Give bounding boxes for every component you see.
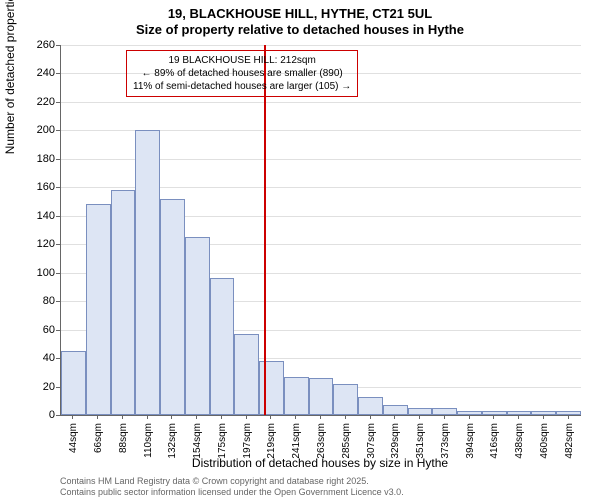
- histogram-bar: [333, 384, 358, 415]
- histogram-bar: [185, 237, 210, 415]
- x-tick-mark: [72, 415, 73, 419]
- reference-line: [264, 45, 266, 415]
- y-tick-label: 240: [15, 67, 55, 79]
- histogram-bar: [284, 377, 309, 415]
- y-tick-label: 200: [15, 124, 55, 136]
- x-tick-mark: [518, 415, 519, 419]
- x-tick-mark: [493, 415, 494, 419]
- histogram-bar: [531, 411, 556, 415]
- y-tick-mark: [56, 415, 60, 416]
- annotation-line2: ← 89% of detached houses are smaller (89…: [133, 67, 351, 80]
- x-tick-mark: [444, 415, 445, 419]
- x-tick-mark: [270, 415, 271, 419]
- x-tick-mark: [295, 415, 296, 419]
- histogram-bar: [259, 361, 284, 415]
- x-tick-mark: [246, 415, 247, 419]
- y-tick-mark: [56, 244, 60, 245]
- histogram-bar: [432, 408, 457, 415]
- y-tick-label: 40: [15, 352, 55, 364]
- gridline: [61, 45, 581, 46]
- y-tick-mark: [56, 73, 60, 74]
- y-tick-label: 160: [15, 181, 55, 193]
- y-tick-label: 140: [15, 210, 55, 222]
- annotation-line3: 11% of semi-detached houses are larger (…: [133, 80, 351, 93]
- histogram-bar: [383, 405, 408, 415]
- chart-title-main: 19, BLACKHOUSE HILL, HYTHE, CT21 5UL: [0, 6, 600, 21]
- x-tick-mark: [568, 415, 569, 419]
- histogram-bar: [358, 397, 383, 416]
- y-tick-label: 100: [15, 267, 55, 279]
- footer-line2: Contains public sector information licen…: [60, 487, 404, 498]
- chart-container: 19, BLACKHOUSE HILL, HYTHE, CT21 5UL Siz…: [0, 0, 600, 500]
- histogram-bar: [86, 204, 111, 415]
- y-tick-label: 20: [15, 381, 55, 393]
- y-tick-label: 60: [15, 324, 55, 336]
- y-tick-label: 120: [15, 238, 55, 250]
- x-tick-mark: [469, 415, 470, 419]
- y-tick-mark: [56, 273, 60, 274]
- y-tick-mark: [56, 301, 60, 302]
- x-tick-mark: [97, 415, 98, 419]
- histogram-bar: [457, 411, 482, 415]
- y-tick-mark: [56, 216, 60, 217]
- x-tick-mark: [419, 415, 420, 419]
- gridline: [61, 102, 581, 103]
- histogram-bar: [135, 130, 160, 415]
- x-tick-mark: [543, 415, 544, 419]
- y-tick-mark: [56, 159, 60, 160]
- histogram-bar: [61, 351, 86, 415]
- histogram-bar: [111, 190, 136, 415]
- x-tick-mark: [370, 415, 371, 419]
- y-tick-label: 0: [15, 409, 55, 421]
- x-tick-mark: [196, 415, 197, 419]
- footer-line1: Contains HM Land Registry data © Crown c…: [60, 476, 404, 487]
- x-tick-mark: [147, 415, 148, 419]
- x-tick-mark: [394, 415, 395, 419]
- y-tick-mark: [56, 45, 60, 46]
- plot-area: 19 BLACKHOUSE HILL: 212sqm ← 89% of deta…: [60, 45, 581, 416]
- y-tick-mark: [56, 358, 60, 359]
- x-tick-mark: [345, 415, 346, 419]
- histogram-bar: [408, 408, 433, 415]
- y-tick-label: 260: [15, 39, 55, 51]
- histogram-bar: [556, 411, 581, 415]
- y-tick-mark: [56, 187, 60, 188]
- histogram-bar: [160, 199, 185, 415]
- chart-title-sub: Size of property relative to detached ho…: [0, 22, 600, 37]
- y-tick-label: 220: [15, 96, 55, 108]
- y-tick-mark: [56, 130, 60, 131]
- y-tick-label: 80: [15, 295, 55, 307]
- histogram-bar: [234, 334, 259, 415]
- y-tick-mark: [56, 387, 60, 388]
- annotation-line1: 19 BLACKHOUSE HILL: 212sqm: [133, 54, 351, 67]
- y-tick-mark: [56, 102, 60, 103]
- x-tick-mark: [171, 415, 172, 419]
- x-tick-mark: [122, 415, 123, 419]
- y-tick-label: 180: [15, 153, 55, 165]
- histogram-bar: [309, 378, 334, 415]
- y-tick-mark: [56, 330, 60, 331]
- footer-text: Contains HM Land Registry data © Crown c…: [60, 476, 404, 498]
- x-tick-mark: [320, 415, 321, 419]
- histogram-bar: [210, 278, 235, 415]
- x-tick-mark: [221, 415, 222, 419]
- annotation-box: 19 BLACKHOUSE HILL: 212sqm ← 89% of deta…: [126, 50, 358, 97]
